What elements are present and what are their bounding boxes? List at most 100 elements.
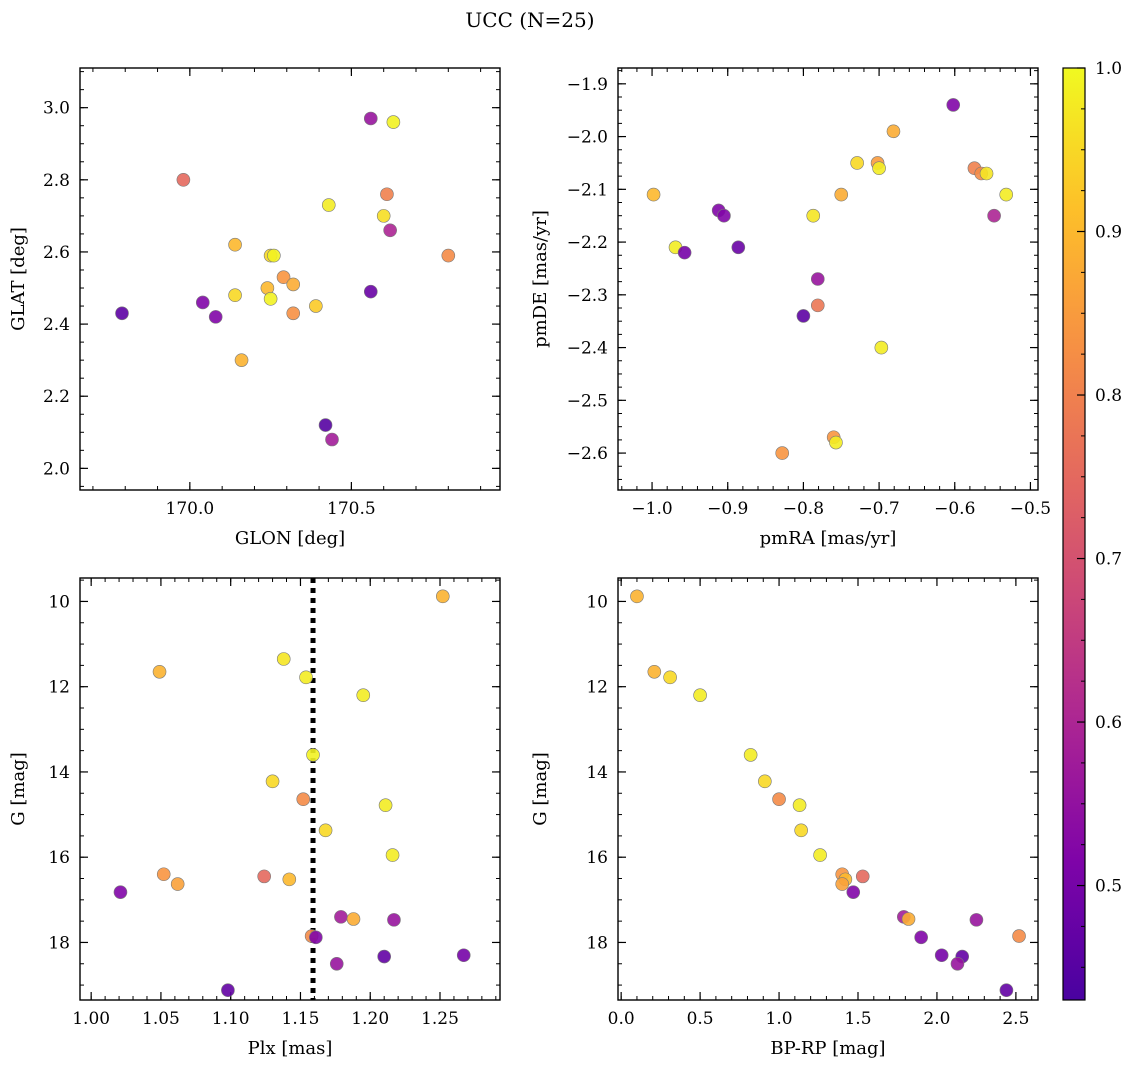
x-tick-label: 1.0: [766, 1009, 793, 1029]
data-point: [693, 688, 707, 703]
data-point: [208, 310, 223, 324]
data-point: [435, 589, 450, 604]
y-tick-label: 2.8: [43, 171, 70, 191]
x-tick-label: 1.5: [844, 1009, 871, 1029]
x-tick-label: 2.5: [1002, 1009, 1029, 1029]
data-point: [282, 872, 297, 887]
data-point: [113, 885, 128, 899]
data-point: [387, 913, 401, 927]
x-tick-label: 1.15: [282, 1009, 320, 1029]
y-tick-label: −2.2: [567, 233, 608, 253]
axes-frame: [79, 67, 501, 491]
figure-title: UCC (N=25): [465, 8, 594, 32]
data-point: [152, 664, 167, 679]
y-tick-label: 2.0: [43, 459, 70, 479]
data-point: [176, 173, 191, 187]
data-point: [1012, 929, 1026, 943]
data-point: [299, 670, 313, 685]
data-point: [325, 432, 339, 447]
data-point: [946, 98, 961, 112]
data-point: [677, 245, 692, 260]
data-point: [796, 309, 811, 323]
data-point: [441, 248, 456, 263]
data-point: [265, 774, 280, 789]
data-point: [286, 306, 301, 321]
data-point: [743, 748, 758, 762]
colorbar: 0.5 0.6 0.7 0.8 0.9 1.0: [1062, 59, 1122, 1001]
data-point: [385, 848, 400, 862]
y-tick-label: 10: [586, 592, 608, 612]
panels: 170.0 170.5 2.0 2.2 2.4 2.6 2.8 3.0 GLON [deg] GL…: [8, 67, 1051, 1059]
data-point: [834, 187, 849, 202]
data-point: [377, 949, 391, 964]
data-point: [772, 792, 786, 807]
y-tick-label: 12: [586, 678, 608, 698]
data-point: [170, 877, 185, 891]
x-tick-label: −1.0: [631, 499, 672, 519]
data-point: [999, 983, 1014, 997]
data-point: [979, 166, 994, 181]
data-point: [874, 340, 889, 355]
x-tick-label: 1.10: [212, 1009, 250, 1029]
y-axis-label: pmDE [mas/yr]: [530, 210, 551, 348]
y-tick-label: 18: [586, 933, 608, 953]
colorbar-tick-label: 0.9: [1095, 223, 1122, 243]
colorbar-tick-label: 0.7: [1095, 550, 1122, 570]
x-tick-label: 1.25: [421, 1009, 459, 1029]
x-tick-label: −0.8: [783, 499, 824, 519]
data-point: [318, 418, 333, 432]
y-tick-label: −2.0: [567, 128, 608, 148]
colorbar-tick-label: 0.8: [1095, 386, 1122, 406]
data-point: [195, 295, 210, 310]
data-point: [646, 187, 661, 202]
data-point: [228, 237, 242, 252]
data-point: [810, 272, 825, 286]
y-axis-label: GLAT [deg]: [8, 227, 29, 331]
x-tick-label: 1.00: [72, 1009, 110, 1029]
data-point: [321, 198, 336, 212]
data-point: [813, 848, 827, 862]
data-point: [228, 288, 242, 303]
data-point: [794, 823, 808, 838]
data-point: [835, 877, 850, 891]
data-point: [286, 277, 301, 292]
data-point: [934, 948, 949, 963]
data-point: [855, 869, 870, 884]
colorbar-gradient: [1062, 67, 1086, 1001]
data-point: [363, 111, 378, 126]
y-tick-label: −1.9: [567, 75, 608, 95]
data-point: [334, 910, 348, 924]
panel-plx-g: 1.00 1.05 1.10 1.15 1.20 1.25 10 12 14 16 18 Plx [m…: [8, 577, 501, 1059]
axes-frame: [79, 577, 501, 1001]
data-point: [758, 774, 772, 789]
data-point: [380, 187, 394, 202]
data-point: [386, 115, 401, 129]
data-point: [829, 435, 843, 450]
data-point: [901, 912, 916, 926]
data-point: [276, 270, 291, 284]
x-tick-label: −0.5: [1010, 499, 1051, 519]
data-point: [376, 209, 391, 223]
x-tick-label: 170.0: [166, 499, 215, 519]
x-tick-label: 2.0: [923, 1009, 950, 1029]
data-point: [115, 306, 129, 321]
colorbar-tick-label: 0.5: [1095, 877, 1122, 897]
x-tick-label: 1.20: [351, 1009, 389, 1029]
y-tick-label: −2.4: [567, 339, 608, 359]
x-tick-label: 1.05: [142, 1009, 180, 1029]
x-tick-label: −0.7: [858, 499, 899, 519]
data-point: [806, 208, 821, 223]
x-tick-label: −0.6: [934, 499, 975, 519]
data-point: [950, 956, 965, 971]
y-tick-label: 12: [48, 678, 70, 698]
data-point: [378, 798, 393, 812]
y-tick-label: −2.5: [567, 391, 608, 411]
y-tick-label: 2.4: [43, 315, 70, 335]
colorbar-tick-label: 1.0: [1095, 59, 1122, 79]
x-tick-label: 0.0: [608, 1009, 635, 1029]
data-point: [969, 913, 984, 927]
data-point: [886, 124, 901, 139]
data-point: [810, 298, 825, 313]
data-point: [156, 867, 171, 882]
data-point: [356, 688, 371, 703]
